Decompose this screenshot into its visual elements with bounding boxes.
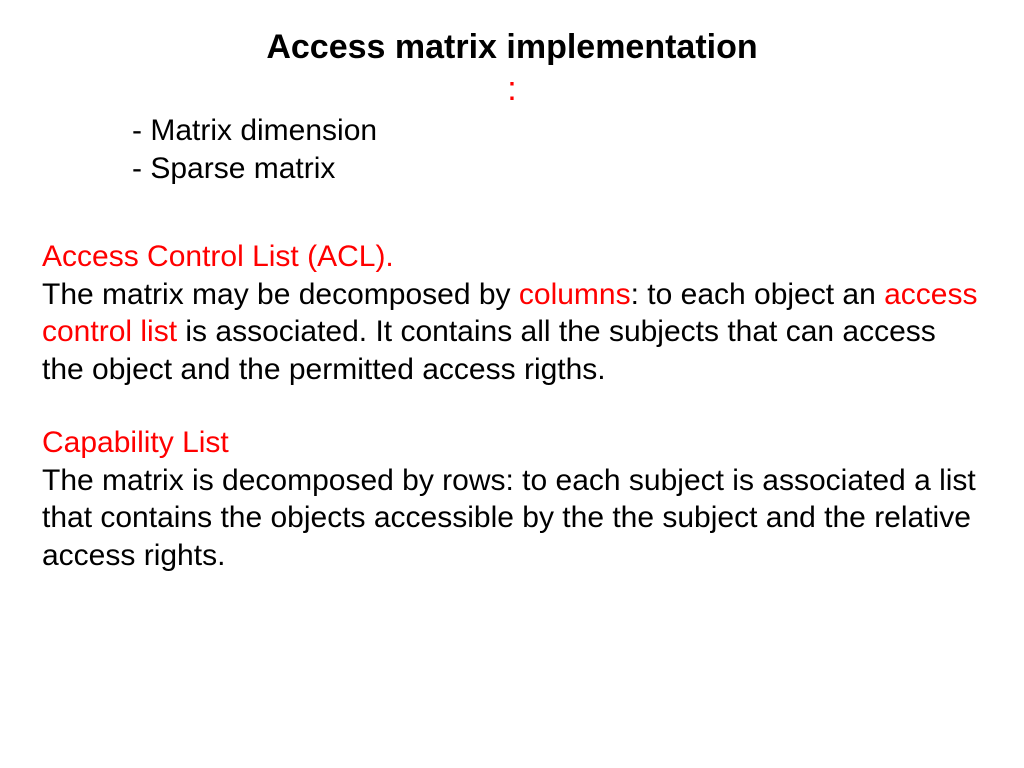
body-text: Access Control List (ACL). The matrix ma… xyxy=(42,238,982,610)
cap-section: Capability List The matrix is decomposed… xyxy=(42,424,982,574)
acl-text: The matrix may be decomposed by xyxy=(42,278,519,311)
acl-section: Access Control List (ACL). The matrix ma… xyxy=(42,238,982,388)
cap-text: The matrix is decomposed by rows: to eac… xyxy=(42,464,976,572)
bullet-item: - Sparse matrix xyxy=(132,150,377,188)
acl-heading: Access Control List (ACL). xyxy=(42,240,394,273)
slide-title: Access matrix implementation xyxy=(0,28,1024,67)
bullet-item: - Matrix dimension xyxy=(132,112,377,150)
title-colon: : xyxy=(0,70,1024,109)
acl-columns-word: columns xyxy=(519,278,631,311)
cap-heading: Capability List xyxy=(42,426,229,459)
slide: Access matrix implementation : - Matrix … xyxy=(0,0,1024,768)
acl-text: : to each object an xyxy=(631,278,885,311)
acl-text: is associated. It contains all the subje… xyxy=(42,315,936,386)
bullet-list: - Matrix dimension - Sparse matrix xyxy=(132,112,377,187)
